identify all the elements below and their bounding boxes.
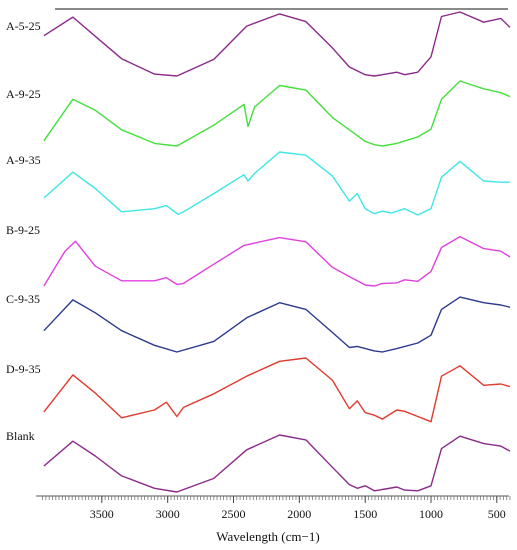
series-layer — [43, 11, 511, 493]
series-label-a-9-35: A-9-35 — [6, 153, 41, 167]
x-tick-label: 3500 — [90, 507, 114, 521]
series-label-d-9-35: D-9-35 — [6, 362, 41, 376]
x-minor-ticks — [42, 496, 511, 500]
series-line-a-5-25 — [43, 11, 511, 77]
series-label-c-9-35: C-9-35 — [6, 292, 40, 306]
x-tick-labels: 3500 3000 2500 2000 1500 1000 500 — [90, 507, 506, 521]
series-line-a-9-35 — [43, 151, 510, 216]
x-tick-label: 2500 — [222, 507, 246, 521]
series-label-a-9-25: A-9-25 — [6, 87, 41, 101]
x-major-ticks — [101, 496, 498, 503]
x-tick-label: 2000 — [287, 507, 311, 521]
series-line-c-9-35 — [43, 296, 511, 353]
x-tick-label: 1500 — [353, 507, 377, 521]
x-tick-label: 3000 — [156, 507, 180, 521]
series-labels: A-5-25 A-9-25 A-9-35 B-9-25 C-9-35 D-9-35 Blan… — [6, 19, 41, 443]
x-tick-label: 500 — [488, 507, 506, 521]
series-label-blank: Blank — [6, 429, 35, 443]
x-axis-label: Wavelength (cm−1) — [216, 529, 319, 544]
series-label-a-5-25: A-5-25 — [6, 19, 41, 33]
series-label-b-9-25: B-9-25 — [6, 223, 40, 237]
series-line-blank — [43, 434, 511, 493]
series-line-d-9-35 — [43, 357, 511, 423]
x-tick-label: 1000 — [419, 507, 443, 521]
series-line-b-9-25 — [43, 235, 511, 287]
series-line-a-9-25 — [43, 80, 511, 147]
